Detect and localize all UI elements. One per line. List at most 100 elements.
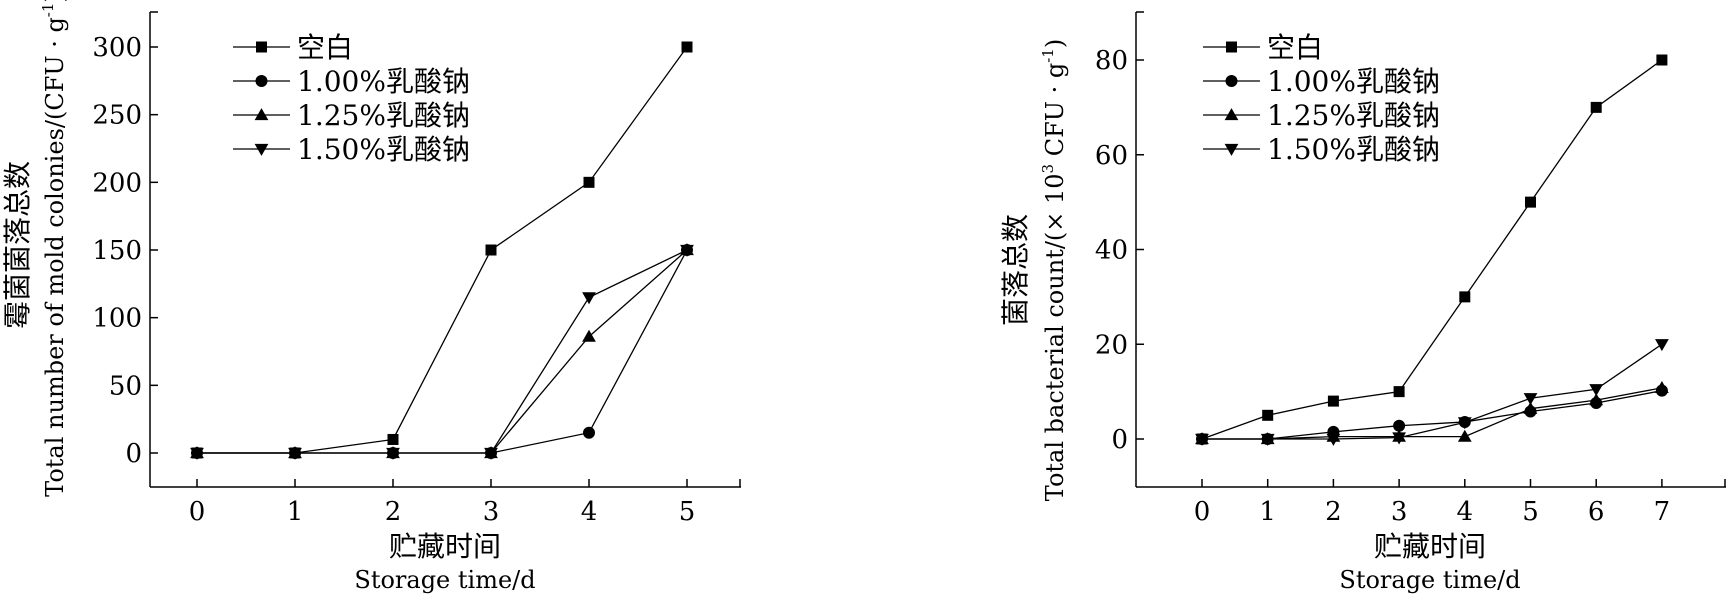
- x-tick-label: 4: [581, 497, 598, 527]
- data-point: [288, 447, 302, 460]
- data-point: [1525, 196, 1536, 208]
- y-label-en-left: Total number of mold colonies/(CFU · g-1…: [39, 0, 69, 497]
- legend-item: 1.50%乳酸钠: [233, 133, 470, 166]
- legend-marker: [1224, 108, 1239, 121]
- y-tick-label: 80: [1095, 46, 1128, 76]
- legend-label: 空白: [1267, 31, 1323, 64]
- data-point: [1392, 432, 1406, 445]
- legend-marker: [1224, 143, 1239, 156]
- data-point: [1326, 433, 1341, 446]
- legend-marker: [256, 41, 267, 53]
- x-tick-label: 5: [1522, 497, 1539, 527]
- y-tick-label: 250: [92, 101, 142, 131]
- data-point: [485, 244, 497, 256]
- x-tick-label: 1: [1259, 497, 1276, 527]
- legend-label: 1.00%乳酸钠: [297, 65, 470, 98]
- x-tick-label: 2: [1325, 497, 1342, 527]
- data-point: [1655, 380, 1669, 393]
- x-tick-label: 4: [1457, 497, 1474, 527]
- data-point: [484, 447, 498, 460]
- x-label-en-right: Storage time/d: [1339, 566, 1520, 594]
- y-tick-label: 50: [109, 371, 142, 401]
- legend-item: 空白: [1203, 31, 1323, 64]
- y-label-cn-left: 霉菌菌落总数: [1, 161, 34, 329]
- data-point: [583, 176, 595, 188]
- data-point: [1656, 54, 1668, 66]
- legend-item: 1.00%乳酸钠: [1203, 65, 1440, 98]
- legend-marker: [254, 143, 269, 156]
- series-line: [197, 249, 688, 454]
- data-point: [1523, 401, 1538, 414]
- data-point: [1195, 433, 1209, 446]
- legend-label: 1.25%乳酸钠: [1267, 99, 1440, 132]
- data-point: [387, 433, 399, 445]
- data-point: [583, 426, 595, 439]
- legend-item: 空白: [233, 31, 353, 64]
- x-tick-label: 2: [385, 497, 402, 527]
- data-point: [582, 329, 596, 342]
- x-label-cn-left: 贮藏时间: [389, 530, 501, 563]
- y-tick-label: 150: [92, 236, 142, 266]
- data-point: [1589, 384, 1604, 397]
- series-line: [1201, 59, 1663, 440]
- x-tick-label: 0: [189, 497, 206, 527]
- x-tick-label: 3: [483, 497, 500, 527]
- legend-label: 1.00%乳酸钠: [1267, 65, 1440, 98]
- x-tick-label: 7: [1654, 497, 1671, 527]
- series-line: [197, 249, 688, 454]
- series-line: [1202, 390, 1663, 440]
- y-label-en-right: Total bacterial count/(× 103 CFU · g-1): [1039, 39, 1069, 501]
- y-tick-label: 60: [1095, 141, 1128, 171]
- x-tick-label: 5: [679, 497, 696, 527]
- legend-label: 1.25%乳酸钠: [297, 99, 470, 132]
- data-point: [1327, 395, 1339, 407]
- y-label-cn-right: 菌落总数: [999, 214, 1032, 326]
- legend-label: 空白: [297, 31, 353, 64]
- legend-label: 1.50%乳酸钠: [1267, 133, 1440, 166]
- legend-marker: [255, 75, 268, 87]
- data-point: [680, 244, 694, 257]
- y-tick-label: 200: [92, 168, 142, 198]
- legend-marker: [1225, 75, 1238, 87]
- data-point: [1393, 386, 1405, 398]
- x-label-en-left: Storage time/d: [354, 566, 535, 594]
- x-tick-label: 1: [287, 497, 304, 527]
- data-point: [1457, 429, 1472, 442]
- x-tick-label: 3: [1391, 497, 1408, 527]
- data-point: [582, 292, 596, 305]
- x-label-cn-right: 贮藏时间: [1374, 530, 1486, 563]
- y-tick-label: 0: [1111, 425, 1128, 455]
- y-tick-label: 300: [92, 33, 142, 63]
- data-point: [1457, 417, 1472, 430]
- legend-item: 1.25%乳酸钠: [233, 99, 470, 132]
- series-line: [1202, 343, 1663, 440]
- data-point: [1589, 393, 1604, 406]
- legend-item: 1.00%乳酸钠: [233, 65, 470, 98]
- x-tick-label: 0: [1194, 497, 1211, 527]
- data-point: [386, 447, 400, 460]
- series-line: [197, 249, 688, 454]
- y-tick-label: 40: [1095, 236, 1128, 266]
- legend-item: 1.25%乳酸钠: [1203, 99, 1440, 132]
- legend-label: 1.50%乳酸钠: [297, 133, 470, 166]
- x-tick-label: 6: [1588, 497, 1605, 527]
- data-point: [1459, 291, 1471, 303]
- data-point: [1655, 339, 1669, 352]
- bacteria-chart: 0 1 2 3 4 5 6 7 0 20 40 60 80 空白1.00%乳酸钠1.25%乳酸钠1.50…: [999, 11, 1726, 594]
- data-point: [1260, 433, 1275, 446]
- data-point: [1393, 419, 1406, 432]
- y-tick-label: 100: [92, 304, 142, 334]
- data-point: [190, 447, 204, 460]
- legend-item: 1.50%乳酸钠: [1203, 133, 1440, 166]
- data-point: [1523, 393, 1538, 406]
- data-point: [1590, 101, 1602, 113]
- legend-marker: [1226, 41, 1237, 53]
- data-point: [1262, 409, 1274, 421]
- legend-marker: [254, 108, 269, 121]
- y-tick-label: 20: [1095, 330, 1128, 360]
- y-tick-label: 0: [125, 439, 142, 469]
- data-point: [681, 41, 693, 53]
